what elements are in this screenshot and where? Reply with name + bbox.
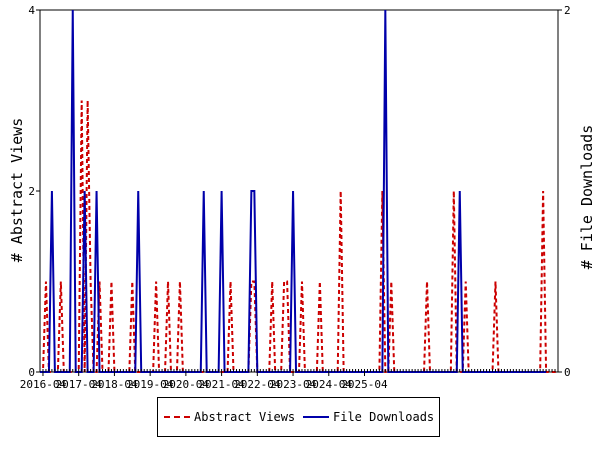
legend-label-abstract-views: Abstract Views [194,410,296,424]
y-right-tick-label: 0 [564,366,571,379]
plot-border [39,9,559,373]
x-tick-label: 2021-04 [198,378,245,391]
x-tick-label: 2023-04 [270,378,317,391]
legend-label-file-downloads: File Downloads [333,410,435,424]
y-right-tick-label: 2 [564,4,571,17]
legend-item-abstract-views: Abstract Views [164,410,295,424]
legend-swatch-file-downloads [303,416,329,418]
x-tick-label: 2017-04 [56,378,103,391]
x-tick-label: 2018-04 [91,378,138,391]
x-tick-label: 2024-04 [306,378,353,391]
x-tick-label: 2022-04 [234,378,281,391]
y-left-tick-label: 2 [28,185,35,198]
y-left-tick-label: 0 [28,366,35,379]
series-line-abstract-views [40,100,558,373]
legend-item-file-downloads: File Downloads [303,410,434,424]
plot-frame [39,9,559,373]
x-tick-label: 2016-04 [20,378,67,391]
x-tick-label: 2025-04 [341,378,388,391]
y-axis-left-title: # Abstract Views [8,118,26,263]
series-group [40,9,558,373]
x-tick-label: 2020-04 [163,378,210,391]
y-left-tick-label: 4 [28,4,35,17]
x-tick-label: 2019-04 [127,378,174,391]
legend-swatch-abstract-views [164,416,190,418]
series-line-file-downloads [40,9,547,373]
axes-group: 2016-042017-042018-042019-042020-042021-… [20,4,571,391]
chart-legend: Abstract Views File Downloads [157,397,440,437]
y-axis-right-title: # File Downloads [578,125,596,270]
